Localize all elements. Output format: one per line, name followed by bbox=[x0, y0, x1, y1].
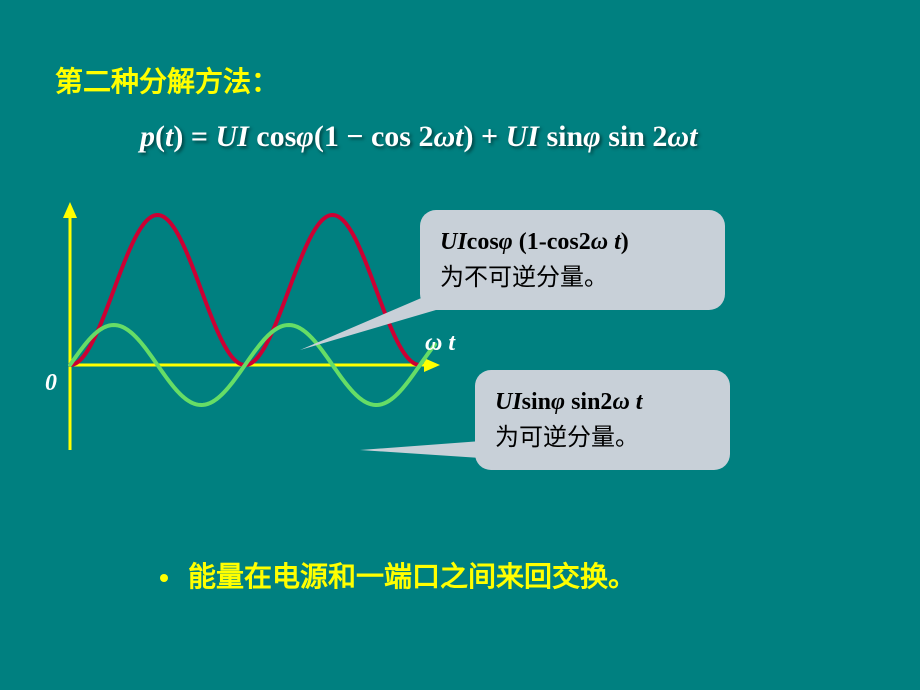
eq-ui2: UI bbox=[506, 120, 539, 153]
c1-rp: ) bbox=[621, 229, 629, 255]
eq-rp2: ) + bbox=[464, 120, 506, 153]
c1-w: ω bbox=[591, 229, 608, 255]
eq-sin2: sin 2 bbox=[601, 120, 668, 153]
axis-t: t bbox=[442, 330, 455, 356]
bullet-text: 能量在电源和一端口之间来回交换。 bbox=[188, 562, 636, 593]
eq-w1: ω bbox=[433, 120, 455, 153]
bullet-icon bbox=[160, 574, 168, 582]
callout1-formula: UIcosφ (1-cos2ω t) bbox=[440, 224, 705, 260]
c2-rest: sin2 bbox=[565, 389, 612, 415]
axis-omega: ω bbox=[425, 330, 442, 356]
chart-svg bbox=[40, 200, 440, 460]
callout2-formula: UIsinφ sin2ω t bbox=[495, 384, 710, 420]
eq-eq: = bbox=[183, 120, 215, 153]
waveform-chart bbox=[40, 200, 440, 460]
eq-t3: t bbox=[689, 120, 697, 153]
c2-ui: UI bbox=[495, 389, 522, 415]
callout2-text: 为可逆分量。 bbox=[495, 420, 710, 456]
eq-lp2: (1 − bbox=[314, 120, 371, 153]
c1-t: t bbox=[608, 229, 621, 255]
c1-cos: cos bbox=[467, 229, 499, 255]
eq-phi2: φ bbox=[583, 120, 601, 153]
c2-sin: sin bbox=[522, 389, 551, 415]
callout-irreversible: UIcosφ (1-cos2ω t) 为不可逆分量。 bbox=[420, 210, 725, 310]
c2-w: ω bbox=[612, 389, 629, 415]
main-equation: p(t) = UI cosφ(1 − cos 2ωt) + UI sinφ si… bbox=[140, 120, 697, 154]
bullet-point: 能量在电源和一端口之间来回交换。 bbox=[160, 555, 636, 595]
c1-ui: UI bbox=[440, 229, 467, 255]
axis-x-label: ω t bbox=[425, 330, 455, 357]
eq-ui1: UI bbox=[215, 120, 248, 153]
eq-rp: ) bbox=[173, 120, 183, 153]
eq-cos2: cos 2 bbox=[371, 120, 434, 153]
callout-reversible: UIsinφ sin2ω t 为可逆分量。 bbox=[475, 370, 730, 470]
section-title: 第二种分解方法： bbox=[55, 60, 279, 100]
eq-p: p bbox=[140, 120, 155, 153]
eq-phi1: φ bbox=[296, 120, 314, 153]
eq-lp: ( bbox=[155, 120, 165, 153]
eq-w2: ω bbox=[667, 120, 689, 153]
axis-origin-label: 0 bbox=[45, 370, 57, 397]
eq-t2: t bbox=[455, 120, 463, 153]
c2-phi: φ bbox=[551, 389, 565, 415]
eq-cos1: cos bbox=[249, 120, 297, 153]
callout1-text: 为不可逆分量。 bbox=[440, 260, 705, 296]
c2-t: t bbox=[630, 389, 643, 415]
c1-phi: φ bbox=[499, 229, 513, 255]
eq-sin1: sin bbox=[539, 120, 583, 153]
c1-rest1: (1-cos2 bbox=[513, 229, 591, 255]
